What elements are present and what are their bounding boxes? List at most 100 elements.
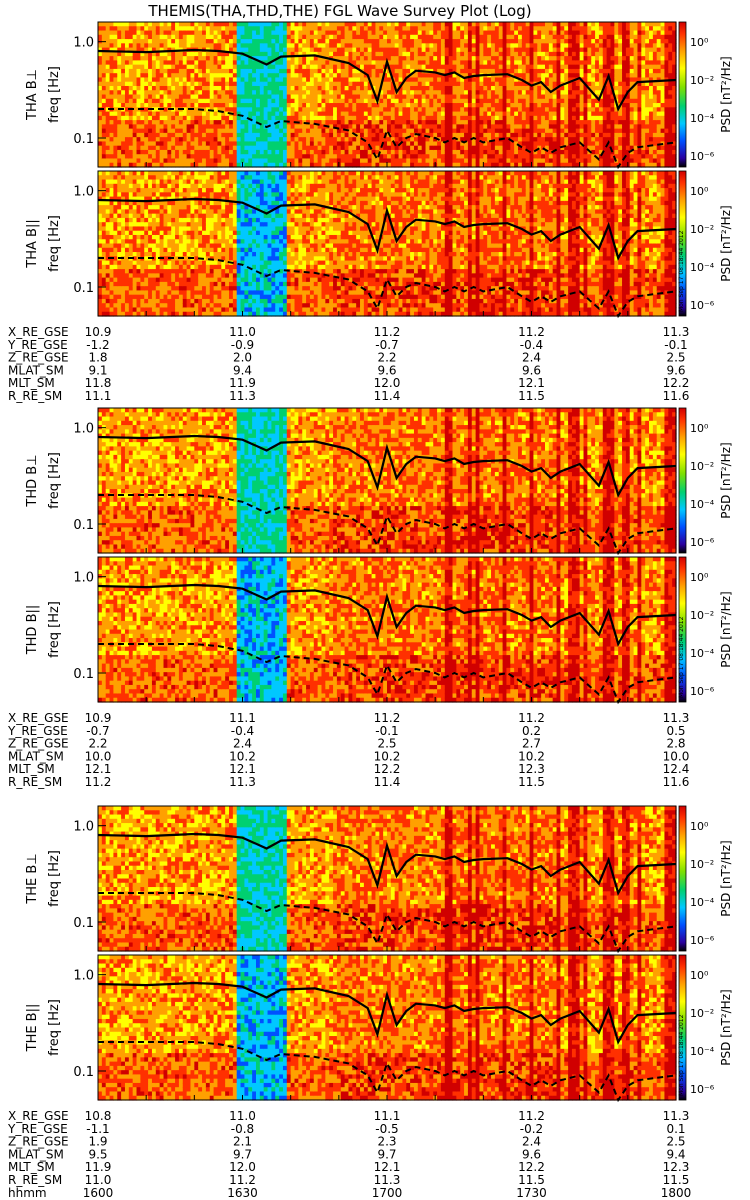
spectrogram-cell	[572, 146, 576, 151]
spectrogram-cell	[283, 86, 287, 91]
spectrogram-cell	[229, 154, 233, 159]
spectrogram-cell	[584, 129, 588, 134]
spectrogram-cell	[117, 35, 121, 40]
spectrogram-cell	[661, 150, 665, 155]
spectrogram-cell	[360, 133, 364, 138]
spectrogram-cell	[110, 60, 114, 65]
spectrogram-cell	[121, 65, 125, 70]
spectrogram-cell	[595, 120, 599, 125]
spectrogram-cell	[198, 52, 202, 57]
spectrogram-cell	[587, 73, 591, 78]
spectrogram-cell	[479, 133, 483, 138]
spectrogram-cell	[106, 158, 110, 163]
spectrogram-cell	[437, 39, 441, 44]
spectrogram-cell	[437, 141, 441, 146]
spectrogram-cell	[634, 120, 638, 125]
spectrogram-cell	[171, 133, 175, 138]
spectrogram-cell	[456, 43, 460, 48]
spectrogram-cell	[345, 116, 349, 121]
spectrogram-cell	[117, 77, 121, 82]
spectrogram-cell	[441, 77, 445, 82]
spectrogram-cell	[530, 133, 534, 138]
spectrogram-cell	[506, 116, 510, 121]
spectrogram-cell	[399, 124, 403, 129]
spectrogram-cell	[541, 39, 545, 44]
spectrogram-cell	[414, 31, 418, 36]
spectrogram-cell	[244, 158, 248, 163]
spectrogram-cell	[156, 129, 160, 134]
spectrogram-cell	[479, 82, 483, 87]
spectrogram-cell	[449, 150, 453, 155]
spectrogram-cell	[164, 56, 168, 61]
spectrogram-cell	[410, 112, 414, 117]
spectrogram-cell	[287, 73, 291, 78]
spectrogram-cell	[164, 22, 168, 27]
spectrogram-cell	[198, 35, 202, 40]
spectrogram-cell	[487, 99, 491, 104]
spectrogram-cell	[580, 154, 584, 159]
spectrogram-cell	[152, 73, 156, 78]
spectrogram-cell	[210, 154, 214, 159]
spectrogram-cell	[252, 60, 256, 65]
spectrogram-cell	[110, 73, 114, 78]
spectrogram-cell	[345, 90, 349, 95]
spectrogram-cell	[599, 31, 603, 36]
spectrogram-cell	[375, 120, 379, 125]
spectrogram-cell	[129, 26, 133, 31]
spectrogram-cell	[337, 133, 341, 138]
spectrogram-cell	[356, 137, 360, 142]
spectrogram-cell	[302, 124, 306, 129]
spectrogram-cell	[433, 56, 437, 61]
spectrogram-cell	[202, 124, 206, 129]
spectrogram-cell	[140, 120, 144, 125]
spectrogram-cell	[422, 43, 426, 48]
spectrogram-cell	[568, 133, 572, 138]
spectrogram-cell	[449, 146, 453, 151]
spectrogram-cell	[568, 107, 572, 112]
spectrogram-cell	[310, 56, 314, 61]
spectrogram-cell	[302, 154, 306, 159]
spectrogram-cell	[298, 90, 302, 95]
spectrogram-cell	[310, 90, 314, 95]
spectrogram-cell	[106, 124, 110, 129]
spectrogram-cell	[214, 73, 218, 78]
spectrogram-cell	[237, 120, 241, 125]
spectrogram-cell	[460, 26, 464, 31]
spectrogram-cell	[560, 133, 564, 138]
spectrogram-cell	[495, 150, 499, 155]
spectrogram-cell	[630, 56, 634, 61]
spectrogram-cell	[156, 35, 160, 40]
spectrogram-cell	[653, 112, 657, 117]
spectrogram-cell	[564, 107, 568, 112]
spectrogram-cell	[537, 56, 541, 61]
spectrogram-cell	[410, 141, 414, 146]
spectrogram-cell	[557, 154, 561, 159]
spectrogram-cell	[160, 69, 164, 74]
spectrogram-cell	[560, 22, 564, 27]
spectrogram-cell	[190, 56, 194, 61]
spectrogram-cell	[283, 154, 287, 159]
spectrogram-cell	[310, 150, 314, 155]
spectrogram-cell	[264, 77, 268, 82]
spectrogram-cell	[318, 107, 322, 112]
spectrogram-cell	[364, 26, 368, 31]
spectrogram-cell	[560, 60, 564, 65]
spectrogram-cell	[306, 73, 310, 78]
spectrogram-cell	[225, 141, 229, 146]
spectrogram-cell	[487, 77, 491, 82]
spectrogram-cell	[318, 69, 322, 74]
spectrogram-cell	[248, 35, 252, 40]
spectrogram-cell	[479, 90, 483, 95]
spectrogram-cell	[418, 158, 422, 163]
spectrogram-cell	[618, 82, 622, 87]
spectrogram-cell	[553, 95, 557, 100]
spectrogram-cell	[194, 43, 198, 48]
spectrogram-cell	[241, 65, 245, 70]
spectrogram-cell	[148, 129, 152, 134]
spectrogram-cell	[433, 43, 437, 48]
spectrogram-cell	[310, 116, 314, 121]
spectrogram-cell	[152, 158, 156, 163]
spectrogram-cell	[167, 120, 171, 125]
spectrogram-cell	[98, 43, 102, 48]
spectrogram-cell	[140, 133, 144, 138]
